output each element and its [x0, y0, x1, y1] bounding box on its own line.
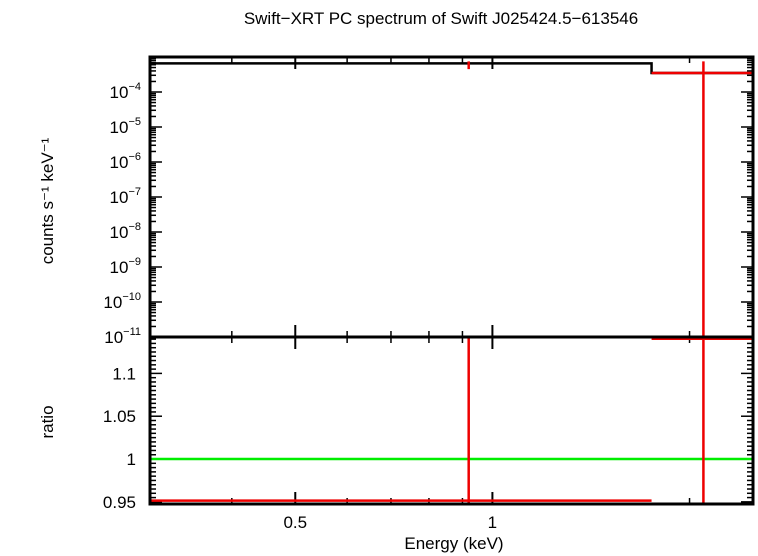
top-y-tick-label: 10−7 — [110, 186, 141, 207]
top-panel: 10−11 10−10 10−9 10−8 10−7 10−6 10−5 10−4 — [103, 57, 753, 349]
bottom-y-tick-label: 1.05 — [103, 407, 136, 426]
x-tick-label: 1 — [488, 513, 497, 532]
bottom-y-tick-label: 1.1 — [112, 364, 136, 383]
top-y-tick-label: 10−8 — [110, 221, 141, 242]
top-y-tick-label: 10−9 — [110, 256, 141, 277]
top-y-tick-label: 10−6 — [110, 151, 141, 172]
top-y-tick-label: 10−11 — [104, 326, 141, 347]
x-tick-label: 0.5 — [283, 513, 307, 532]
bottom-y-tick-label: 1 — [127, 450, 136, 469]
bottom-y-axis-label: ratio — [38, 405, 57, 438]
x-axis-label: Energy (keV) — [404, 534, 503, 553]
bottom-y-tick-label: 0.95 — [103, 493, 136, 512]
top-panel-frame — [148, 55, 755, 339]
chart-title: Swift−XRT PC spectrum of Swift J025424.5… — [244, 9, 638, 28]
top-y-tick-label: 10−10 — [103, 291, 141, 312]
top-y-axis-label: counts s⁻¹ keV⁻¹ — [38, 137, 57, 264]
bottom-panel-frame — [148, 335, 755, 506]
top-y-tick-label: 10−4 — [110, 81, 141, 102]
top-y-tick-label: 10−5 — [110, 116, 141, 137]
model-step-line — [150, 62, 753, 75]
